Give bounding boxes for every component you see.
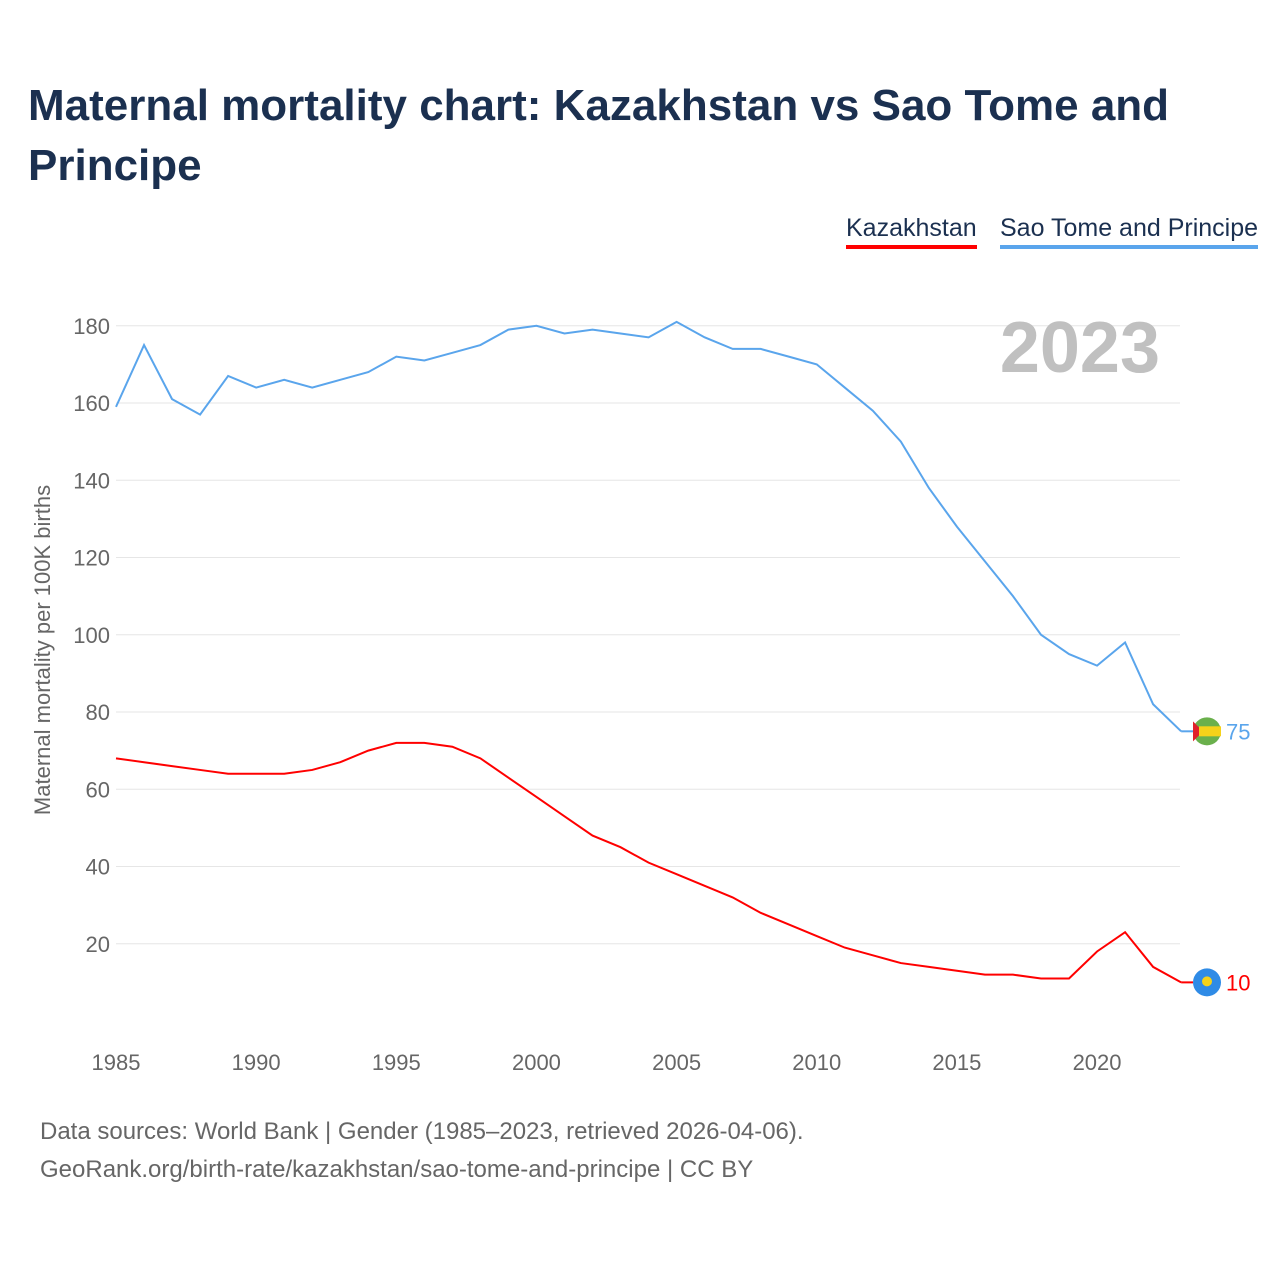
y-tick-label: 160 — [73, 391, 110, 416]
y-tick-label: 60 — [86, 777, 110, 802]
x-tick-label: 2015 — [932, 1050, 981, 1075]
flag-band — [1199, 726, 1221, 737]
y-tick-label: 120 — [73, 546, 110, 571]
y-tick-label: 80 — [86, 700, 110, 725]
x-tick-label: 2010 — [792, 1050, 841, 1075]
footer-url: GeoRank.org/birth-rate/kazakhstan/sao-to… — [40, 1156, 754, 1183]
x-tick-label: 2020 — [1073, 1050, 1122, 1075]
y-tick-label: 180 — [73, 314, 110, 339]
series-line-sao-tome — [115, 320, 1182, 733]
flag-sun — [1202, 976, 1212, 987]
legend-kazakhstan[interactable]: Kazakhstan — [846, 214, 977, 249]
year-label: 2023 — [1000, 308, 1160, 388]
y-tick-label: 100 — [73, 623, 110, 648]
y-tick-label: 20 — [86, 932, 110, 957]
end-value-label: 10 — [1226, 970, 1250, 995]
x-tick-label: 1995 — [372, 1050, 421, 1075]
x-tick-label: 2000 — [512, 1050, 561, 1075]
end-value-label: 75 — [1226, 719, 1250, 744]
y-tick-label: 40 — [86, 855, 110, 880]
flag-triangle — [1193, 721, 1203, 742]
footer-sources: Data sources: World Bank | Gender (1985–… — [40, 1118, 804, 1145]
y-axis-label: Maternal mortality per 100K births — [30, 485, 55, 815]
x-tick-label: 2005 — [652, 1050, 701, 1075]
chart-title: Maternal mortality chart: Kazakhstan vs … — [28, 81, 1170, 190]
series-line-kazakhstan — [115, 741, 1182, 984]
x-tick-label: 1990 — [232, 1050, 281, 1075]
y-tick-label: 140 — [73, 468, 110, 493]
legend-sao-tome[interactable]: Sao Tome and Principe — [1000, 214, 1259, 249]
x-tick-label: 1985 — [92, 1050, 141, 1075]
